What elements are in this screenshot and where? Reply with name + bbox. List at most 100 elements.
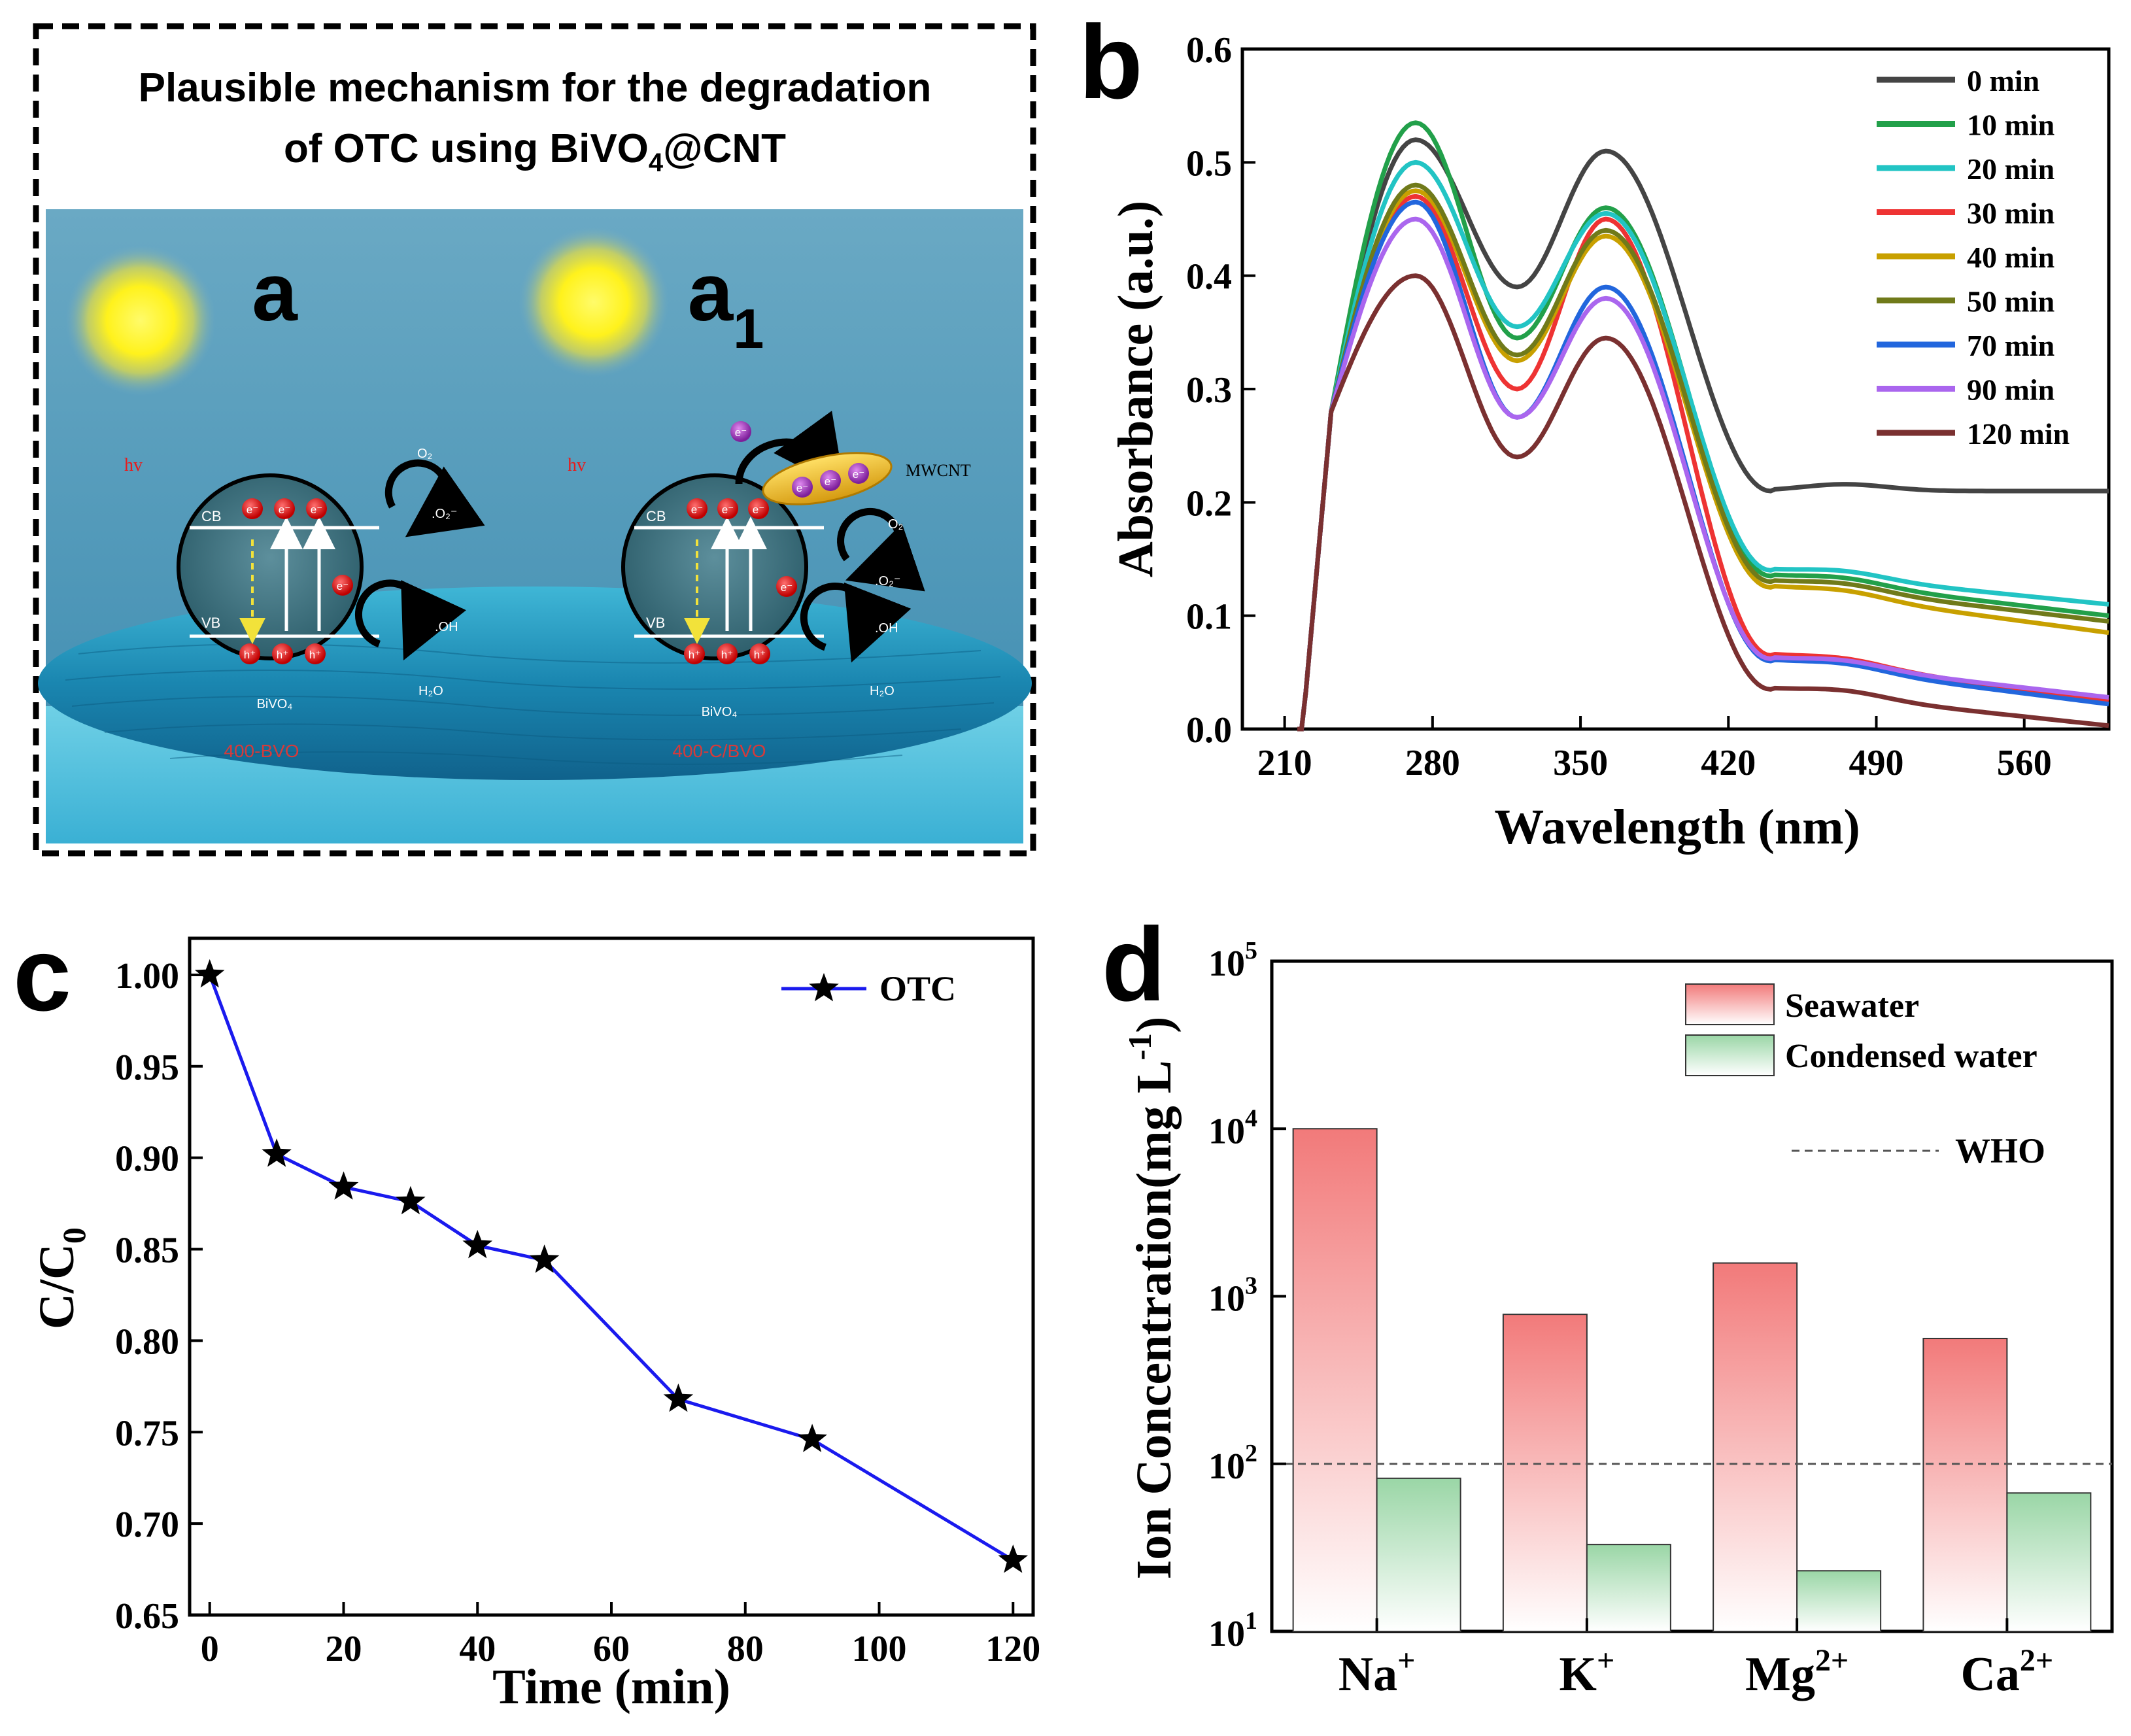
x-axis-title: Time (min) (492, 1659, 730, 1714)
transfer-electron-icon (730, 421, 751, 442)
svg-text:e⁻: e⁻ (753, 503, 764, 516)
y-tick-label: 0.1 (1186, 597, 1232, 638)
legend-label: 70 min (1967, 329, 2054, 362)
x-tick-label: 490 (1849, 743, 1904, 783)
y-tick-label: 104 (1208, 1104, 1257, 1151)
data-point-star (462, 1229, 493, 1259)
bar-seawater (1502, 1314, 1588, 1632)
y-tick-label: 0.3 (1186, 370, 1232, 411)
x-tick-label: 560 (1997, 743, 2052, 783)
panel-letter-b: b (1079, 3, 1143, 120)
x-tick-label: 20 (325, 1629, 362, 1669)
x-tick-label: 280 (1405, 743, 1460, 783)
y-tick-label: 0.80 (115, 1321, 179, 1362)
transfer-electron-label: e⁻ (735, 426, 747, 439)
legend-label: 90 min (1967, 373, 2054, 407)
x-axis-title: Wavelength (nm) (1494, 800, 1860, 855)
sample-label-left: 400-BVO (224, 741, 299, 761)
data-point-star (663, 1383, 694, 1412)
series-line (208, 974, 1014, 1562)
x-tick-label: Na+ (1338, 1643, 1416, 1701)
plot-frame (188, 936, 1035, 1617)
curved-arrow-icon (837, 507, 925, 592)
legend-label: 10 min (1967, 109, 2054, 142)
legend-label: 0 min (1967, 64, 2039, 97)
y-tick-label: 0.2 (1186, 483, 1232, 524)
panel-a-heading-line2: of OTC using BiVO4@CNT (284, 126, 786, 177)
y-tick-label: 101 (1208, 1607, 1257, 1654)
electron-marks: e⁻ e⁻ e⁻ e⁻ (242, 498, 353, 596)
data-point-star (396, 1185, 426, 1215)
y-tick-label: 0.4 (1186, 257, 1232, 298)
x-tick-label: 100 (852, 1629, 907, 1669)
hole-marks: h⁺ h⁺ h⁺ (684, 643, 770, 664)
legend-label: Seawater (1785, 987, 1919, 1025)
curved-arrow-icon (384, 459, 485, 537)
panel-a-heading-line1: Plausible mechanism for the degradation (139, 65, 932, 111)
svg-text:e⁻: e⁻ (247, 503, 258, 516)
bivo4-particle-right: CB VB e⁻ e⁻ e⁻ e⁻ h⁺ h⁺ h⁺ e⁻ e⁻ e⁻ (621, 411, 971, 761)
y-tick-label: 0.5 (1186, 143, 1232, 184)
o2-label: O₂ (888, 517, 903, 532)
spectrum-line (1297, 216, 2109, 732)
legend-label: 40 min (1967, 241, 2054, 274)
x-tick-label: 210 (1257, 743, 1312, 783)
mwcnt-tube-icon: e⁻ e⁻ e⁻ (762, 452, 893, 505)
panel-a-mechanism: Plausible mechanism for the degradation … (33, 23, 1036, 857)
hv-label: hv (124, 455, 143, 475)
svg-text:e⁻: e⁻ (796, 482, 808, 494)
y-tick-label: 0.95 (115, 1047, 179, 1088)
oh-label: .OH (435, 620, 458, 634)
y-axis-title: Absorbance (a.u.) (1108, 201, 1163, 577)
cb-label: CB (646, 508, 666, 524)
legend-label: Condensed water (1785, 1038, 2037, 1075)
spectrum-line (1297, 182, 2109, 732)
sea-ripples (65, 643, 1001, 765)
x-tick-label: 60 (593, 1629, 630, 1669)
bar-condensed-water (1586, 1544, 1671, 1633)
scheme-label-a1: a1 (688, 247, 764, 360)
svg-text:e⁻: e⁻ (781, 581, 793, 594)
spectrum-line (1297, 137, 2109, 732)
y-tick-label: 102 (1208, 1440, 1257, 1487)
bar-seawater (1292, 1128, 1378, 1632)
svg-text:h⁺: h⁺ (689, 649, 700, 661)
curved-arrow-icon (354, 579, 466, 660)
scheme-label-a: a (252, 247, 298, 338)
panel-d-ion-bar-chart: d 101 102 103 104 105 Na+ K+ Mg2+ Ca2+ Seawater… (1102, 906, 2114, 1701)
y-tick-label: 1.00 (115, 956, 179, 996)
bivo4-particle-left: CB VB e⁻ e⁻ e⁻ e⁻ h⁺ h⁺ h⁺ O₂ .O₂⁻ .OH H… (177, 447, 485, 761)
sun-icon (519, 227, 669, 377)
x-tick-label: 120 (985, 1629, 1040, 1669)
bar-condensed-water (1796, 1570, 1882, 1632)
svg-text:e⁻: e⁻ (691, 503, 703, 516)
spectrum-line (1297, 160, 2109, 732)
y-axis-title: C/C0 (29, 1227, 92, 1329)
o2-label: O₂ (417, 447, 432, 461)
data-point-star (797, 1423, 827, 1452)
legend-swatch-seawater (1685, 983, 1775, 1025)
svg-text:e⁻: e⁻ (279, 503, 290, 516)
y-tick-label: 0.90 (115, 1139, 179, 1180)
y-tick-label: 0.6 (1186, 30, 1232, 71)
legend-label: 20 min (1967, 152, 2054, 186)
y-axis-title: Ion Concentration(mg L-1) (1121, 1017, 1182, 1580)
bar-seawater (1713, 1262, 1798, 1632)
bivo4-label: BiVO₄ (702, 705, 738, 719)
svg-text:e⁻: e⁻ (311, 503, 322, 516)
curved-arrow-icon (800, 582, 912, 663)
svg-text:e⁻: e⁻ (337, 580, 349, 592)
panel-letter-c: c (13, 915, 71, 1032)
svg-text:h⁺: h⁺ (721, 649, 733, 661)
svg-text:e⁻: e⁻ (853, 468, 864, 481)
legend-swatch-condensed (1685, 1034, 1775, 1076)
svg-text:h⁺: h⁺ (309, 649, 321, 661)
x-tick-label: 0 (201, 1629, 219, 1669)
y-tick-label: 105 (1208, 937, 1257, 984)
svg-text:h⁺: h⁺ (754, 649, 766, 661)
electron-marks: e⁻ e⁻ e⁻ e⁻ (687, 498, 797, 597)
sample-label-right: 400-C/BVO (672, 741, 766, 761)
svg-text:e⁻: e⁻ (825, 475, 836, 488)
data-point-star (328, 1171, 359, 1200)
